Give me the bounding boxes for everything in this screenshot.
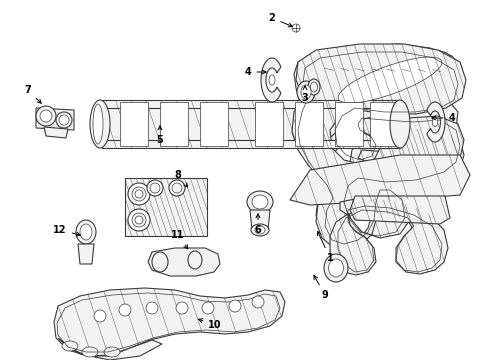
Ellipse shape — [132, 213, 146, 227]
Ellipse shape — [80, 224, 92, 240]
Polygon shape — [334, 102, 362, 146]
Polygon shape — [120, 102, 148, 146]
Polygon shape — [249, 210, 269, 230]
Ellipse shape — [128, 209, 150, 231]
Ellipse shape — [128, 183, 150, 205]
Ellipse shape — [296, 81, 314, 103]
Ellipse shape — [337, 57, 441, 103]
Polygon shape — [102, 140, 399, 148]
Polygon shape — [54, 288, 285, 356]
Ellipse shape — [119, 304, 131, 316]
Polygon shape — [294, 102, 323, 146]
Polygon shape — [426, 102, 444, 142]
Polygon shape — [148, 248, 220, 276]
Ellipse shape — [135, 190, 142, 198]
Polygon shape — [125, 178, 206, 236]
Ellipse shape — [328, 259, 343, 277]
Ellipse shape — [246, 191, 272, 213]
Ellipse shape — [150, 183, 160, 193]
Ellipse shape — [40, 110, 52, 122]
Polygon shape — [200, 102, 227, 146]
Text: 4: 4 — [244, 67, 265, 77]
Polygon shape — [160, 102, 187, 146]
Ellipse shape — [135, 216, 142, 224]
Text: 4: 4 — [431, 113, 454, 123]
Ellipse shape — [169, 180, 184, 196]
Ellipse shape — [254, 226, 264, 234]
Ellipse shape — [147, 180, 163, 196]
Ellipse shape — [172, 183, 182, 193]
Ellipse shape — [152, 252, 168, 272]
Ellipse shape — [82, 347, 98, 357]
Ellipse shape — [328, 50, 450, 110]
Ellipse shape — [310, 82, 317, 92]
Polygon shape — [289, 155, 469, 205]
Ellipse shape — [307, 79, 319, 95]
Ellipse shape — [76, 220, 96, 244]
Text: 5: 5 — [156, 126, 163, 145]
Polygon shape — [261, 58, 280, 102]
Polygon shape — [329, 198, 447, 275]
Polygon shape — [369, 102, 397, 146]
Ellipse shape — [90, 100, 110, 148]
Text: 12: 12 — [53, 225, 80, 236]
Ellipse shape — [202, 302, 214, 314]
Text: 2: 2 — [268, 13, 292, 27]
Text: 8: 8 — [174, 170, 187, 187]
Ellipse shape — [132, 187, 146, 201]
Polygon shape — [291, 44, 465, 250]
Polygon shape — [349, 196, 449, 224]
Text: 9: 9 — [313, 275, 328, 300]
Ellipse shape — [228, 300, 241, 312]
Ellipse shape — [36, 106, 56, 126]
Polygon shape — [102, 100, 399, 108]
Text: 11: 11 — [171, 230, 187, 249]
Text: 6: 6 — [254, 214, 261, 235]
Polygon shape — [339, 128, 463, 180]
Polygon shape — [254, 102, 283, 146]
Ellipse shape — [251, 195, 267, 209]
Polygon shape — [58, 338, 162, 360]
Ellipse shape — [324, 254, 347, 282]
Ellipse shape — [250, 224, 268, 236]
Ellipse shape — [268, 75, 274, 85]
Text: 1: 1 — [317, 231, 333, 263]
Polygon shape — [44, 127, 68, 138]
Ellipse shape — [301, 85, 310, 99]
Polygon shape — [36, 108, 74, 130]
Ellipse shape — [59, 115, 69, 125]
Polygon shape — [78, 244, 94, 264]
Ellipse shape — [291, 24, 299, 32]
Text: 3: 3 — [301, 86, 308, 103]
Ellipse shape — [146, 302, 158, 314]
Ellipse shape — [104, 347, 120, 357]
Text: 10: 10 — [198, 319, 221, 330]
Ellipse shape — [56, 112, 72, 128]
Ellipse shape — [62, 341, 78, 351]
Text: 7: 7 — [24, 85, 41, 103]
Ellipse shape — [187, 251, 202, 269]
Ellipse shape — [431, 117, 437, 127]
Ellipse shape — [176, 302, 187, 314]
Ellipse shape — [251, 296, 264, 308]
Ellipse shape — [94, 310, 106, 322]
Polygon shape — [293, 44, 461, 248]
Ellipse shape — [93, 104, 103, 144]
Polygon shape — [100, 106, 399, 142]
Ellipse shape — [389, 100, 409, 148]
